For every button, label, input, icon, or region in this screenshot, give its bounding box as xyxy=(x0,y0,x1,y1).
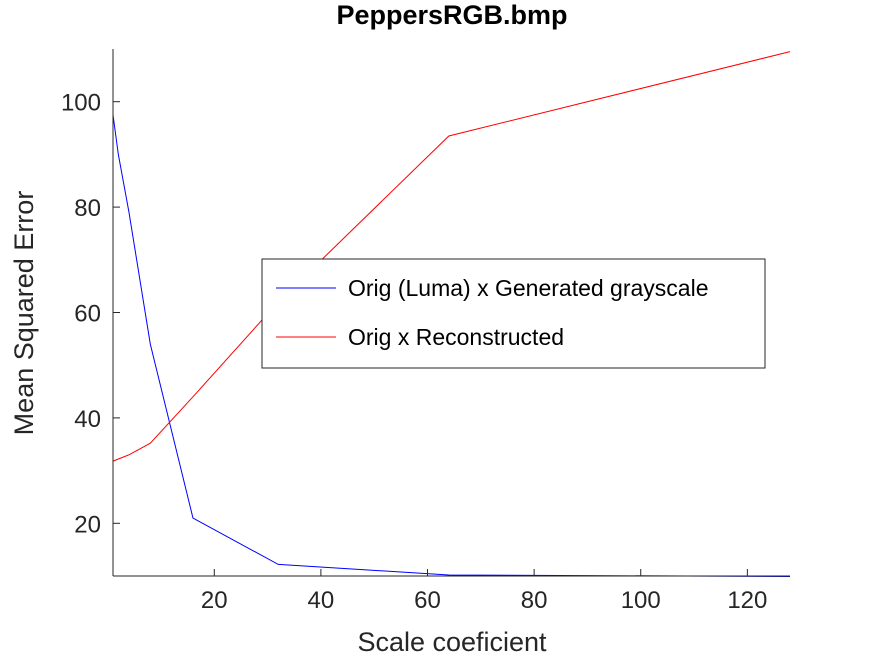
x-tick-label: 120 xyxy=(727,587,767,614)
y-tick-label: 100 xyxy=(61,90,101,117)
legend: Orig (Luma) x Generated grayscale Orig x… xyxy=(261,258,766,369)
x-tick-label: 100 xyxy=(621,587,661,614)
y-ticks: 20 40 60 80 100 xyxy=(61,90,120,538)
series-line-reconstructed xyxy=(112,51,791,462)
x-tick-label: 40 xyxy=(308,587,335,614)
legend-box xyxy=(261,258,766,369)
x-tick-label: 60 xyxy=(414,587,441,614)
y-tick-label: 60 xyxy=(74,301,101,328)
series-line-luma-grayscale xyxy=(112,114,791,578)
legend-label-luma: Orig (Luma) x Generated grayscale xyxy=(348,275,709,301)
x-tick-label: 80 xyxy=(521,587,548,614)
y-tick-label: 40 xyxy=(74,406,101,433)
series-layer xyxy=(112,51,791,578)
y-tick-label: 20 xyxy=(74,511,101,538)
legend-label-reconstructed: Orig x Reconstructed xyxy=(348,324,564,350)
x-tick-label: 20 xyxy=(201,587,228,614)
chart-title: PeppersRGB.bmp xyxy=(336,0,567,30)
x-axis-label: Scale coeficient xyxy=(357,627,547,654)
x-ticks: 20 40 60 80 100 120 xyxy=(201,569,767,614)
y-axis-label: Mean Squared Error xyxy=(9,191,39,436)
y-tick-label: 80 xyxy=(74,195,101,222)
